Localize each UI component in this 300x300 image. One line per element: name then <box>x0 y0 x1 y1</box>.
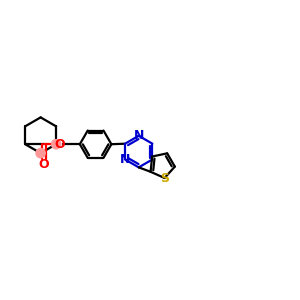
Text: O: O <box>39 158 50 171</box>
Text: O: O <box>55 138 65 151</box>
Text: N: N <box>120 153 130 166</box>
Text: N: N <box>134 129 144 142</box>
Text: S: S <box>160 172 169 184</box>
Circle shape <box>52 140 61 149</box>
Circle shape <box>36 148 45 158</box>
